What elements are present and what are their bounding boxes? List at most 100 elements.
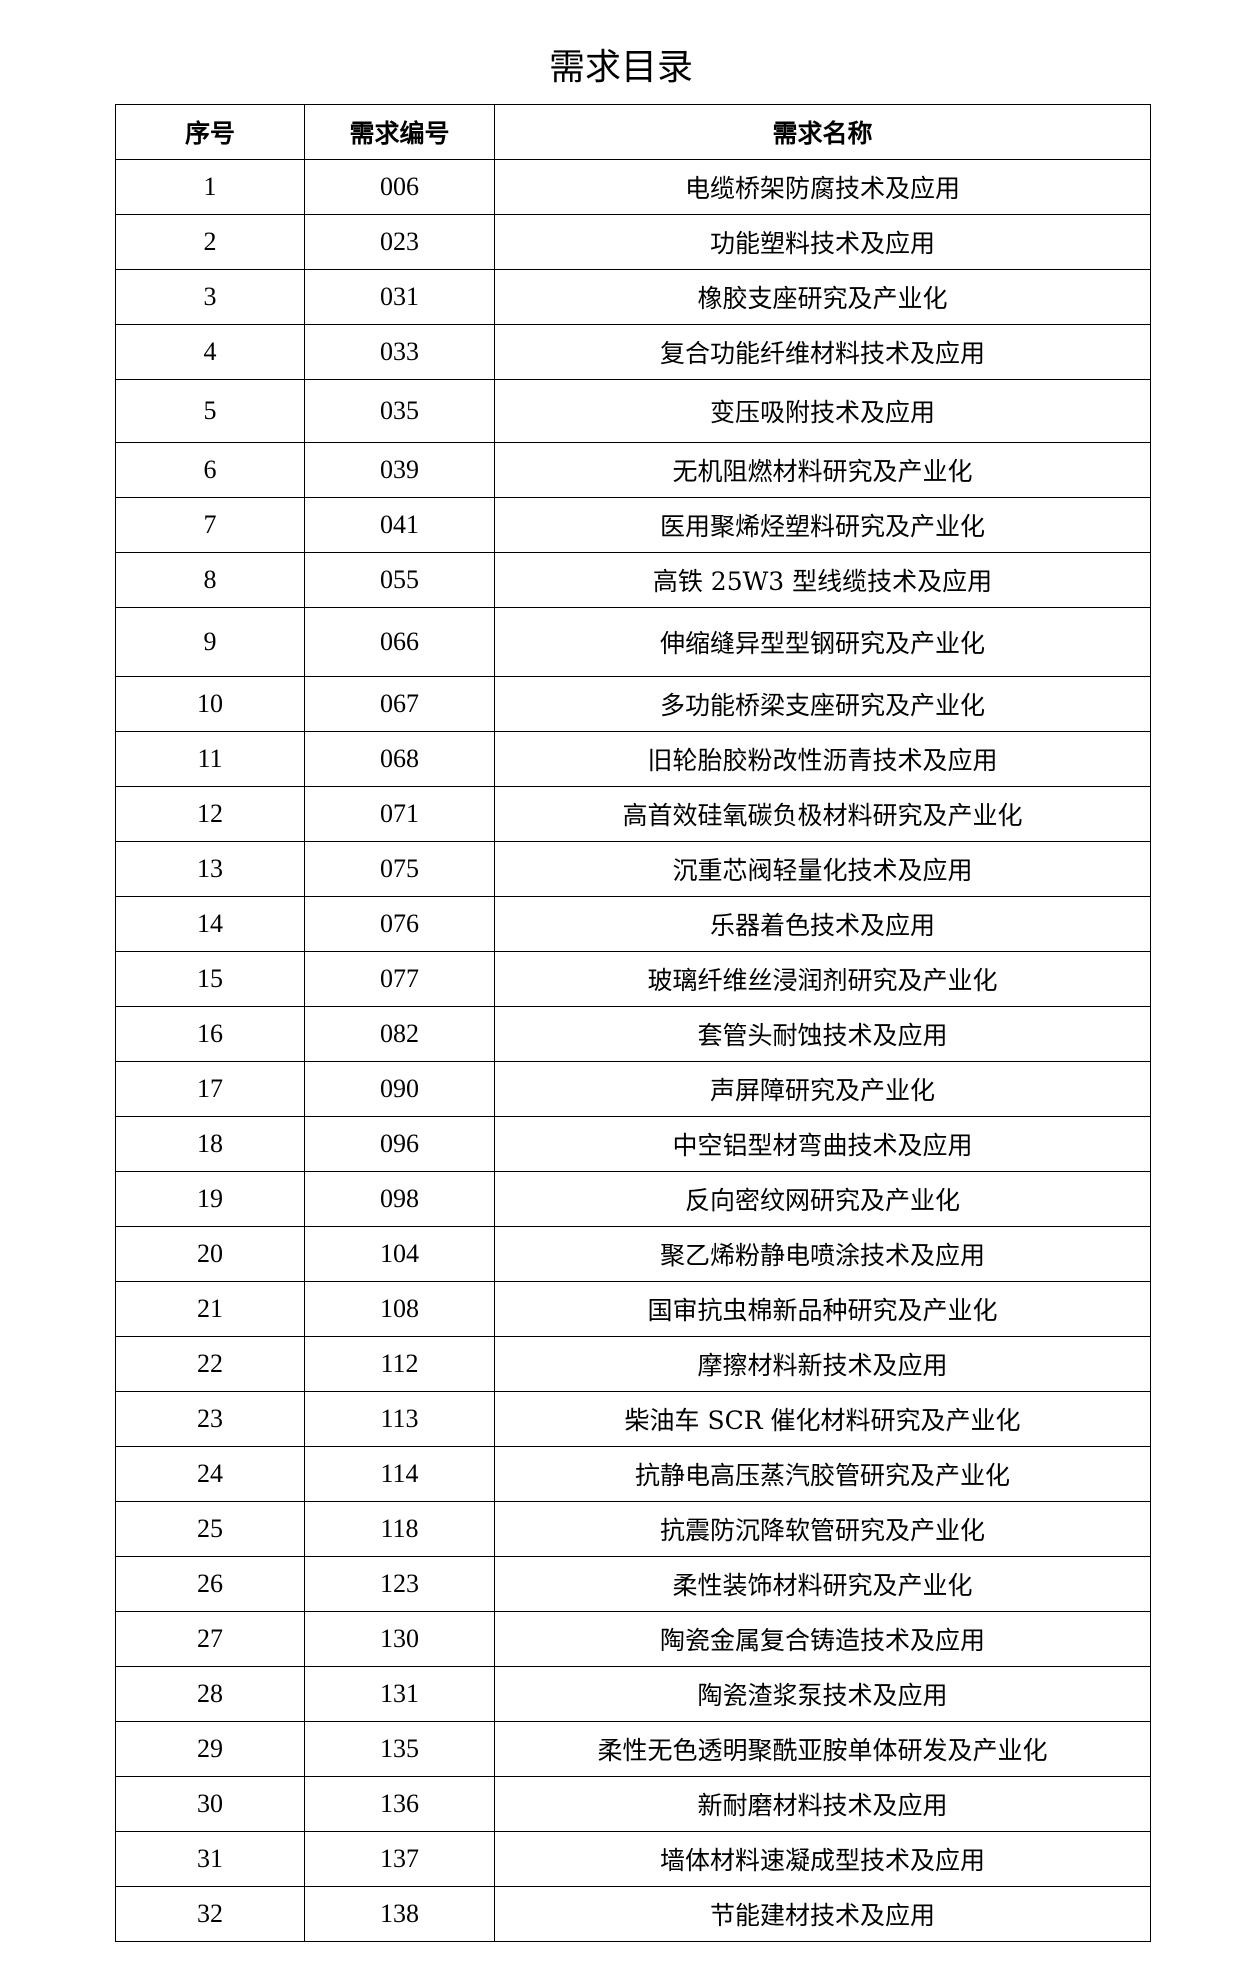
name-cell: 聚乙烯粉静电喷涂技术及应用 [494,1226,1151,1282]
index-cell: 24 [115,1446,305,1502]
table-row: 32 138 节能建材技术及应用 [115,1886,1151,1942]
name-cell: 新耐磨材料技术及应用 [494,1776,1151,1832]
table-row: 26 123 柔性装饰材料研究及产业化 [115,1556,1151,1612]
code-cell: 108 [304,1281,495,1337]
code-cell: 137 [304,1831,495,1887]
table-row: 17 090 声屏障研究及产业化 [115,1061,1151,1117]
name-cell: 抗震防沉降软管研究及产业化 [494,1501,1151,1557]
name-cell: 高首效硅氧碳负极材料研究及产业化 [494,786,1151,842]
table-row: 9 066 伸缩缝异型型钢研究及产业化 [115,607,1151,677]
name-cell: 反向密纹网研究及产业化 [494,1171,1151,1227]
index-cell: 15 [115,951,305,1007]
name-cell: 功能塑料技术及应用 [494,214,1151,270]
index-cell: 16 [115,1006,305,1062]
name-cell: 套管头耐蚀技术及应用 [494,1006,1151,1062]
name-cell: 声屏障研究及产业化 [494,1061,1151,1117]
name-cell: 玻璃纤维丝浸润剂研究及产业化 [494,951,1151,1007]
index-cell: 6 [115,442,305,498]
code-cell: 033 [304,324,495,380]
name-cell: 陶瓷金属复合铸造技术及应用 [494,1611,1151,1667]
page-title: 需求目录 [548,47,693,88]
table-row: 22 112 摩擦材料新技术及应用 [115,1336,1151,1392]
table-row: 23 113 柴油车 SCR 催化材料研究及产业化 [115,1391,1151,1447]
name-cell: 柔性装饰材料研究及产业化 [494,1556,1151,1612]
table-row: 29 135 柔性无色透明聚酰亚胺单体研发及产业化 [115,1721,1151,1777]
table-row: 20 104 聚乙烯粉静电喷涂技术及应用 [115,1226,1151,1282]
table-row: 7 041 医用聚烯烃塑料研究及产业化 [115,497,1151,553]
table-row: 18 096 中空铝型材弯曲技术及应用 [115,1116,1151,1172]
name-cell: 复合功能纤维材料技术及应用 [494,324,1151,380]
index-cell: 29 [115,1721,305,1777]
index-cell: 14 [115,896,305,952]
code-cell: 135 [304,1721,495,1777]
code-cell: 067 [304,676,495,732]
index-cell: 25 [115,1501,305,1557]
index-cell: 32 [115,1886,305,1942]
index-cell: 27 [115,1611,305,1667]
table-row: 6 039 无机阻燃材料研究及产业化 [115,442,1151,498]
code-cell: 066 [304,607,495,677]
table-row: 5 035 变压吸附技术及应用 [115,379,1151,443]
name-cell: 国审抗虫棉新品种研究及产业化 [494,1281,1151,1337]
index-cell: 4 [115,324,305,380]
name-cell: 柔性无色透明聚酰亚胺单体研发及产业化 [494,1721,1151,1777]
index-cell: 12 [115,786,305,842]
index-cell: 22 [115,1336,305,1392]
name-cell: 多功能桥梁支座研究及产业化 [494,676,1151,732]
name-cell: 摩擦材料新技术及应用 [494,1336,1151,1392]
code-cell: 114 [304,1446,495,1502]
name-cell: 电缆桥架防腐技术及应用 [494,159,1151,215]
code-cell: 023 [304,214,495,270]
table-row: 12 071 高首效硅氧碳负极材料研究及产业化 [115,786,1151,842]
index-cell: 11 [115,731,305,787]
index-cell: 21 [115,1281,305,1337]
table-row: 21 108 国审抗虫棉新品种研究及产业化 [115,1281,1151,1337]
name-cell: 变压吸附技术及应用 [494,379,1151,443]
code-cell: 130 [304,1611,495,1667]
code-cell: 006 [304,159,495,215]
table-row: 16 082 套管头耐蚀技术及应用 [115,1006,1151,1062]
table-row: 4 033 复合功能纤维材料技术及应用 [115,324,1151,380]
index-cell: 10 [115,676,305,732]
table-row: 2 023 功能塑料技术及应用 [115,214,1151,270]
requirements-table: 序号 需求编号 需求名称 1 006 电缆桥架防腐技术及应用 2 023 功能塑料技术及应… [115,104,1151,1942]
code-cell: 068 [304,731,495,787]
code-cell: 090 [304,1061,495,1117]
index-cell: 19 [115,1171,305,1227]
index-cell: 8 [115,552,305,608]
table-row: 30 136 新耐磨材料技术及应用 [115,1776,1151,1832]
index-cell: 18 [115,1116,305,1172]
name-cell: 抗静电高压蒸汽胶管研究及产业化 [494,1446,1151,1502]
code-cell: 077 [304,951,495,1007]
index-cell: 2 [115,214,305,270]
table-row: 15 077 玻璃纤维丝浸润剂研究及产业化 [115,951,1151,1007]
name-cell: 医用聚烯烃塑料研究及产业化 [494,497,1151,553]
code-cell: 071 [304,786,495,842]
table-row: 13 075 沉重芯阀轻量化技术及应用 [115,841,1151,897]
name-cell: 墙体材料速凝成型技术及应用 [494,1831,1151,1887]
code-cell: 075 [304,841,495,897]
index-cell: 3 [115,269,305,325]
index-cell: 23 [115,1391,305,1447]
table-row: 24 114 抗静电高压蒸汽胶管研究及产业化 [115,1446,1151,1502]
index-cell: 20 [115,1226,305,1282]
table-row: 31 137 墙体材料速凝成型技术及应用 [115,1831,1151,1887]
index-cell: 26 [115,1556,305,1612]
table-row: 27 130 陶瓷金属复合铸造技术及应用 [115,1611,1151,1667]
header-name: 需求名称 [494,104,1151,160]
name-cell: 旧轮胎胶粉改性沥青技术及应用 [494,731,1151,787]
table-row: 3 031 橡胶支座研究及产业化 [115,269,1151,325]
table-row: 28 131 陶瓷渣浆泵技术及应用 [115,1666,1151,1722]
name-cell: 高铁 25W3 型线缆技术及应用 [494,552,1151,608]
table-row: 1 006 电缆桥架防腐技术及应用 [115,159,1151,215]
name-cell: 柴油车 SCR 催化材料研究及产业化 [494,1391,1151,1447]
code-cell: 039 [304,442,495,498]
name-cell: 陶瓷渣浆泵技术及应用 [494,1666,1151,1722]
code-cell: 096 [304,1116,495,1172]
index-cell: 5 [115,379,305,443]
code-cell: 031 [304,269,495,325]
table-row: 8 055 高铁 25W3 型线缆技术及应用 [115,552,1151,608]
header-code: 需求编号 [304,104,495,160]
code-cell: 138 [304,1886,495,1942]
code-cell: 118 [304,1501,495,1557]
